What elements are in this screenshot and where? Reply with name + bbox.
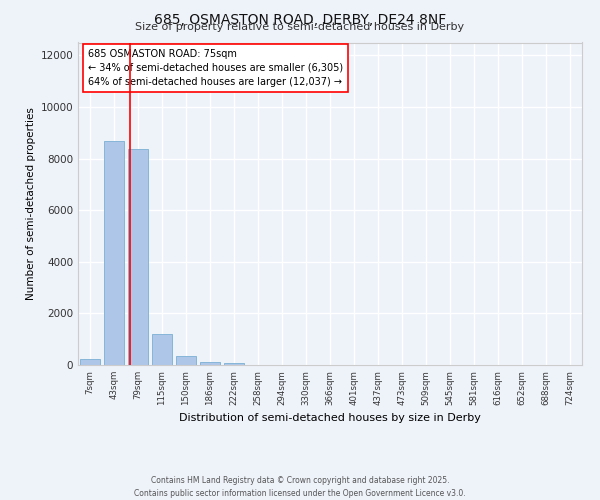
Bar [200, 362, 220, 365]
Bar [176, 356, 196, 365]
Text: 685, OSMASTON ROAD, DERBY, DE24 8NF: 685, OSMASTON ROAD, DERBY, DE24 8NF [154, 12, 446, 26]
Bar [80, 358, 100, 365]
Y-axis label: Number of semi-detached properties: Number of semi-detached properties [26, 108, 36, 300]
Text: 685 OSMASTON ROAD: 75sqm
← 34% of semi-detached houses are smaller (6,305)
64% o: 685 OSMASTON ROAD: 75sqm ← 34% of semi-d… [88, 49, 343, 87]
Bar [128, 149, 148, 365]
X-axis label: Distribution of semi-detached houses by size in Derby: Distribution of semi-detached houses by … [179, 413, 481, 423]
Bar [104, 141, 124, 365]
Text: Size of property relative to semi-detached houses in Derby: Size of property relative to semi-detach… [136, 22, 464, 32]
Text: Contains HM Land Registry data © Crown copyright and database right 2025.
Contai: Contains HM Land Registry data © Crown c… [134, 476, 466, 498]
Bar [224, 364, 244, 365]
Bar [152, 334, 172, 365]
